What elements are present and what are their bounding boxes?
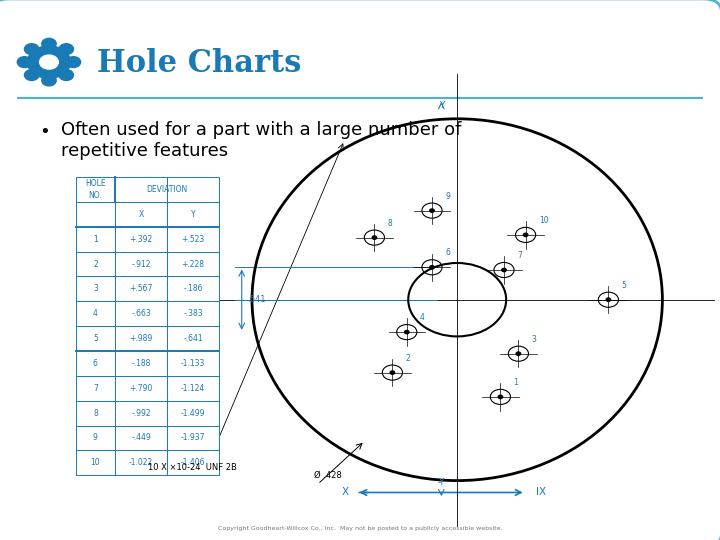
Bar [115,376,167,401]
Text: Often used for a part with a large number of: Often used for a part with a large numbe… [61,120,462,139]
Text: 8: 8 [93,409,98,417]
Text: Copyright Goodheart-Willcox Co., Inc.  May not be posted to a publicly accessibl: Copyright Goodheart-Willcox Co., Inc. Ma… [217,525,503,531]
Bar [167,227,219,252]
Circle shape [606,298,611,301]
Bar [76,177,115,202]
Text: +.989: +.989 [130,334,153,343]
Bar [167,376,219,401]
Text: 3: 3 [531,335,536,344]
Text: -.449: -.449 [131,434,151,442]
Bar [167,276,219,301]
Text: IX: IX [536,488,546,497]
Text: +.567: +.567 [130,285,153,293]
Text: 8: 8 [387,219,392,228]
Text: -.383: -.383 [183,309,203,318]
Text: +.228: +.228 [181,260,204,268]
Text: -.186: -.186 [183,285,203,293]
Text: -1.937: -1.937 [181,434,205,442]
Circle shape [42,38,56,49]
Text: .641: .641 [248,295,266,304]
Bar [115,351,167,376]
Bar [115,202,167,227]
Bar [76,351,115,376]
Bar [115,450,167,475]
Circle shape [24,44,39,55]
Text: HOLE
NO.: HOLE NO. [85,179,106,200]
Circle shape [502,268,506,272]
Bar [115,426,167,450]
Bar [167,177,219,202]
Text: 6: 6 [445,248,450,258]
Text: Y: Y [438,102,444,110]
Text: 5: 5 [93,334,98,343]
Bar [167,450,219,475]
Circle shape [498,395,503,399]
Text: Ø .428: Ø .428 [314,471,342,480]
Bar [76,227,115,252]
Bar [167,252,219,276]
Bar [76,252,115,276]
Text: 4: 4 [93,309,98,318]
Text: -1.022: -1.022 [129,458,153,467]
Bar [76,376,115,401]
Circle shape [27,46,71,78]
Circle shape [42,75,56,86]
Bar [76,202,115,227]
Text: 10: 10 [91,458,100,467]
Text: •: • [40,123,50,141]
Bar [167,426,219,450]
Text: -Y: -Y [438,478,445,487]
Text: 2: 2 [405,354,410,363]
Text: -1.406: -1.406 [181,458,205,467]
Text: 7: 7 [517,251,522,260]
Circle shape [24,70,39,80]
Bar [76,426,115,450]
Circle shape [17,57,32,68]
Text: 9: 9 [445,192,450,201]
Text: Hole Charts: Hole Charts [97,48,302,79]
Text: 1: 1 [513,378,518,387]
Text: 2: 2 [93,260,98,268]
Text: +.523: +.523 [181,235,204,244]
Text: -1.124: -1.124 [181,384,205,393]
Circle shape [516,352,521,355]
Bar [167,301,219,326]
Text: -.641: -.641 [183,334,203,343]
Text: 10 X ×10-24  UNF 2B: 10 X ×10-24 UNF 2B [148,463,236,471]
Text: X: X [342,488,349,497]
Bar [76,301,115,326]
Text: -.992: -.992 [131,409,151,417]
Text: -.912: -.912 [131,260,151,268]
Circle shape [66,57,81,68]
Circle shape [59,44,73,55]
Circle shape [405,330,409,334]
Text: -.188: -.188 [132,359,150,368]
Text: +.790: +.790 [130,384,153,393]
Circle shape [59,70,73,80]
Bar [167,351,219,376]
Bar [115,227,167,252]
Text: repetitive features: repetitive features [61,142,228,160]
Bar [76,401,115,426]
Bar [167,326,219,351]
Text: 4: 4 [420,313,425,322]
Bar [76,326,115,351]
Circle shape [523,233,528,237]
Text: 10: 10 [539,216,549,225]
Bar [115,252,167,276]
Bar [115,301,167,326]
Bar [115,177,167,202]
Text: -1.133: -1.133 [181,359,205,368]
Text: Y: Y [191,210,195,219]
Text: 7: 7 [93,384,98,393]
Text: 6: 6 [93,359,98,368]
Bar [115,326,167,351]
Text: +.392: +.392 [130,235,153,244]
Circle shape [430,209,434,212]
Bar [167,401,219,426]
Circle shape [430,266,434,269]
Text: 1: 1 [93,235,98,244]
Text: 9: 9 [93,434,98,442]
Text: 5: 5 [621,281,626,290]
